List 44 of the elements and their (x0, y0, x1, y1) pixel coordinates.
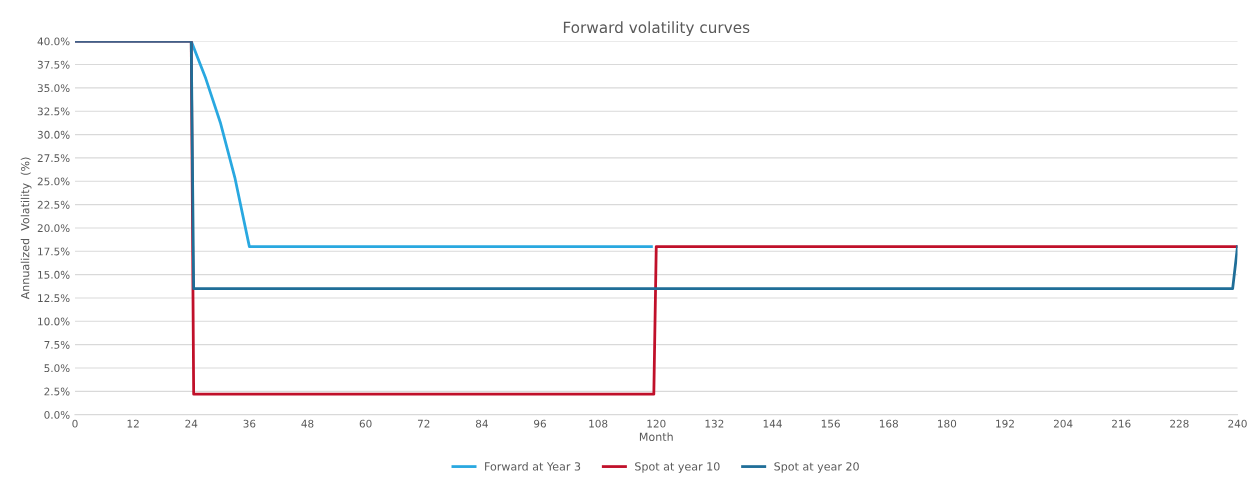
legend-label: Spot at year 20 (774, 462, 859, 473)
legend-label: Forward at Year 3 (485, 462, 581, 471)
y-tick-label: 2.5% (44, 387, 70, 396)
x-tick-label: 144 (763, 419, 782, 428)
y-tick-label: 10.0% (38, 317, 70, 326)
y-tick-label: 5.0% (44, 364, 70, 373)
x-axis-title: Month (639, 432, 673, 441)
x-tick-label: 0 (72, 419, 78, 428)
y-tick-label: 7.5% (44, 340, 70, 349)
y-tick-label: 40.0% (37, 37, 70, 46)
y-tick-label: 17.5% (38, 247, 70, 256)
x-tick-label: 132 (705, 419, 724, 428)
y-tick-label: 15.0% (38, 270, 70, 279)
x-tick-label: 180 (938, 419, 957, 428)
x-tick-label: 72 (417, 419, 430, 428)
x-tick-label: 120 (647, 419, 666, 428)
x-tick-label: 204 (1053, 419, 1073, 428)
x-tick-label: 36 (243, 419, 256, 428)
y-tick-label: 25.0% (37, 177, 70, 186)
x-tick-label: 156 (821, 419, 840, 428)
y-tick-label: 27.5% (37, 154, 70, 163)
y-tick-label: 30.0% (37, 130, 70, 139)
x-tick-label: 192 (996, 419, 1014, 428)
x-tick-label: 24 (185, 419, 198, 428)
x-tick-label: 240 (1228, 419, 1247, 428)
y-axis-title: Annualized Volatility (%) (20, 157, 32, 300)
y-tick-label: 32.5% (37, 107, 70, 116)
x-tick-label: 60 (359, 419, 372, 428)
legend-label: Spot at year 10 (635, 462, 720, 473)
x-tick-label: 168 (879, 419, 898, 428)
y-tick-label: 20.0% (37, 224, 70, 233)
x-tick-label: 108 (589, 419, 608, 428)
x-tick-label: 96 (534, 419, 546, 428)
x-tick-label: 84 (475, 419, 488, 428)
x-tick-label: 48 (301, 419, 314, 428)
y-tick-label: 22.5% (37, 200, 70, 209)
y-tick-label: 12.5% (38, 294, 70, 303)
x-tick-label: 216 (1112, 419, 1131, 428)
x-tick-label: 12 (127, 419, 139, 428)
y-tick-label: 37.5% (37, 60, 70, 69)
y-tick-label: 35.0% (37, 84, 70, 93)
x-tick-label: 228 (1170, 419, 1189, 428)
chart-title: Forward volatility curves (563, 21, 750, 37)
y-tick-label: 0.0% (44, 410, 70, 419)
